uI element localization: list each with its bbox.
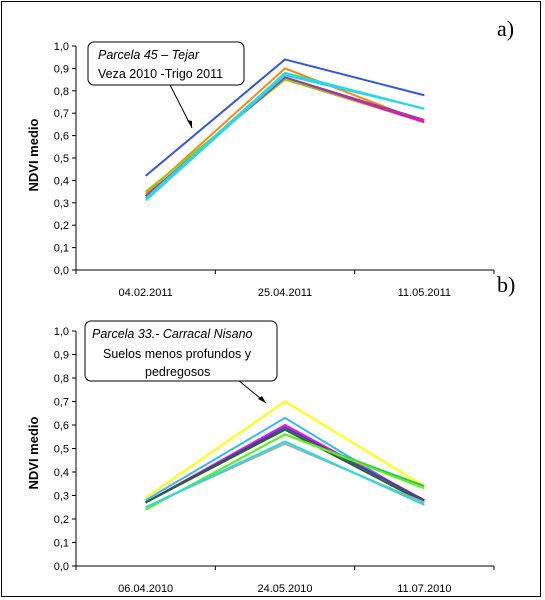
y-axis-label-b: NDVI medio: [26, 416, 41, 489]
y-tick-label: 0,1: [54, 538, 69, 550]
series-line-3: [145, 78, 425, 193]
y-tick-label: 0,2: [54, 220, 69, 232]
annotation-box-a: [87, 41, 245, 86]
annotation-b: Parcela 33.- Carracal Nisano Suelos meno…: [84, 320, 278, 404]
y-tick-label: 0,8: [54, 86, 69, 98]
y-tick-label: 0,0: [54, 265, 69, 277]
y-tick-label: 0,3: [54, 198, 69, 210]
series-line-1: [145, 58, 425, 177]
chart-panel-b: b) NDVI medio 0,00,10,20,30,40,50,60,70,…: [26, 272, 515, 595]
annotation-a: Parcela 45 – Tejar Veza 2010 -Trigo 2011: [87, 41, 245, 129]
y-tick-label: 0,9: [54, 63, 69, 75]
y-tick-label: 0,8: [54, 373, 69, 385]
axes-a: 0,0 0,1 0,2 0,3 0,4 0,5 0,6 0,7 0,8 0,9 1,0 04.02.2…: [54, 41, 495, 299]
y-tick-label: 0,0: [54, 561, 69, 573]
series-line-9: [145, 440, 425, 509]
series-line-3: [145, 423, 425, 504]
y-tick-label: 0,7: [54, 397, 69, 409]
annotation-b-line1: Parcela 33.- Carracal Nisano: [92, 327, 253, 341]
axes-b: 0,0 0,1 0,2 0,3 0,4 0,5 0,6 0,7 0,8 0,9 1,0 06.04.2…: [54, 326, 495, 595]
annotation-arrowhead-b: [258, 396, 266, 403]
series-line-7: [144, 71, 425, 200]
x-tick-label: 11.05.2011: [398, 287, 451, 299]
series-line-5: [145, 76, 425, 197]
series-line-4: [145, 426, 425, 504]
y-tick-label: 1,0: [54, 326, 69, 338]
annotation-box-b: [84, 320, 278, 382]
series-group-b: [145, 400, 425, 511]
panel-label-b: b): [497, 272, 515, 297]
y-tick-label: 0,5: [54, 444, 69, 456]
y-axis-label-a: NDVI medio: [26, 118, 41, 191]
annotation-b-line2: Suelos menos profundos y: [103, 347, 252, 361]
x-tick-label: 11.07.2010: [397, 583, 451, 595]
annotation-a-line2: Veza 2010 -Trigo 2011: [98, 67, 223, 81]
x-tick-label: 04.02.2011: [119, 287, 173, 299]
y-tick-label: 0,9: [54, 350, 69, 362]
x-tick-label: 25.04.2011: [258, 287, 312, 299]
series-line-5: [145, 428, 425, 504]
y-tick-label: 0,6: [54, 131, 69, 143]
annotation-arrowhead-a: [187, 120, 192, 128]
series-line-6: [144, 74, 425, 202]
series-line-1: [145, 400, 425, 499]
series-line-7: [145, 433, 425, 511]
y-tick-label: 0,2: [54, 514, 69, 526]
x-tick-label: 06.04.2010: [118, 583, 173, 595]
y-tick-label: 0,4: [54, 467, 69, 479]
series-group-a: [144, 58, 425, 202]
annotation-b-line3: pedregosos: [145, 365, 210, 379]
y-tick-label: 0,7: [54, 108, 69, 120]
annotation-pointer-a: [166, 78, 193, 129]
y-tick-label: 0,5: [54, 153, 69, 165]
y-tick-label: 0,6: [54, 420, 69, 432]
x-tick-label: 24.05.2010: [257, 583, 312, 595]
series-line-4: [145, 76, 425, 197]
y-tick-label: 0,4: [54, 175, 69, 187]
y-tick-label: 0,3: [54, 491, 69, 503]
annotation-a-line1: Parcela 45 – Tejar: [98, 48, 200, 62]
chart-panel-a: a) NDVI medio 0,00,10,20,30,40,50,60,70,…: [26, 16, 514, 299]
series-line-2: [144, 67, 425, 195]
y-tick-label: 0,1: [54, 243, 69, 255]
y-tick-label: 1,0: [54, 41, 69, 53]
panel-label-a: a): [497, 16, 514, 41]
